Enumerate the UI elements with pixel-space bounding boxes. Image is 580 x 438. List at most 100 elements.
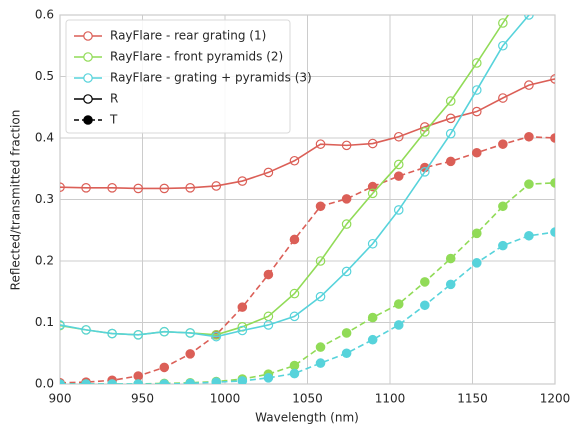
data-point bbox=[133, 329, 144, 340]
data-point bbox=[471, 106, 482, 117]
x-tick-label: 1200 bbox=[540, 392, 571, 406]
data-point bbox=[524, 179, 534, 189]
legend-label: RayFlare - rear grating (1) bbox=[110, 29, 266, 43]
y-tick-label: 0.4 bbox=[35, 131, 54, 145]
data-point bbox=[289, 368, 300, 379]
data-point bbox=[107, 328, 117, 339]
data-point bbox=[471, 147, 482, 158]
data-point bbox=[289, 360, 300, 371]
plot-layer bbox=[60, 15, 555, 384]
data-point bbox=[445, 113, 456, 124]
data-point bbox=[420, 277, 430, 287]
data-point bbox=[498, 40, 508, 51]
legend-marker bbox=[83, 94, 93, 104]
data-point bbox=[524, 15, 534, 20]
data-point bbox=[471, 228, 482, 239]
data-point bbox=[471, 85, 482, 95]
data-point bbox=[341, 140, 352, 151]
data-point bbox=[185, 378, 195, 384]
x-tick-label: 900 bbox=[49, 392, 72, 406]
data-point bbox=[550, 178, 555, 188]
x-tick-label: 1050 bbox=[292, 392, 323, 406]
y-tick-label: 0.3 bbox=[35, 192, 54, 206]
x-tick-label: 1100 bbox=[375, 392, 406, 406]
y-tick-label: 0.6 bbox=[35, 8, 54, 22]
data-point bbox=[133, 379, 144, 384]
data-point bbox=[237, 376, 248, 384]
data-point bbox=[341, 219, 352, 229]
data-point bbox=[550, 227, 555, 237]
data-point bbox=[393, 320, 404, 330]
legend-label: T bbox=[109, 113, 118, 127]
data-point bbox=[133, 183, 144, 194]
data-point bbox=[315, 139, 326, 149]
data-point bbox=[445, 128, 456, 139]
y-tick-label: 0.2 bbox=[35, 254, 54, 268]
data-point bbox=[341, 194, 352, 204]
data-point bbox=[393, 205, 404, 215]
data-point bbox=[211, 377, 222, 384]
data-point bbox=[159, 326, 170, 337]
data-point bbox=[211, 331, 222, 342]
data-point bbox=[367, 188, 378, 199]
y-tick-label: 0.0 bbox=[35, 377, 54, 391]
data-point bbox=[263, 320, 274, 330]
series-line bbox=[60, 182, 555, 384]
data-point bbox=[367, 181, 378, 192]
data-point bbox=[550, 74, 555, 84]
legend-label: RayFlare - front pyramids (2) bbox=[110, 50, 283, 64]
data-point bbox=[289, 288, 300, 299]
data-point bbox=[445, 253, 456, 264]
data-point bbox=[471, 258, 482, 268]
y-tick-label: 0.5 bbox=[35, 69, 54, 83]
data-point bbox=[60, 182, 65, 192]
data-point bbox=[263, 167, 274, 178]
data-point bbox=[315, 256, 326, 266]
data-point bbox=[445, 96, 456, 106]
data-point bbox=[498, 18, 508, 28]
data-point bbox=[341, 348, 352, 359]
data-point bbox=[81, 325, 91, 335]
y-tick-label: 0.1 bbox=[35, 315, 54, 329]
data-point bbox=[315, 342, 326, 352]
data-point bbox=[341, 266, 352, 277]
data-point bbox=[550, 133, 555, 143]
x-tick-label: 1000 bbox=[210, 392, 241, 406]
data-point bbox=[367, 312, 378, 323]
data-point bbox=[81, 183, 91, 193]
data-point bbox=[420, 300, 430, 311]
data-point bbox=[524, 131, 534, 142]
data-point bbox=[237, 325, 248, 336]
data-point bbox=[471, 58, 482, 68]
data-point bbox=[393, 171, 404, 181]
data-point bbox=[60, 320, 65, 330]
y-axis-label: Reflected/transmitted fraction bbox=[9, 110, 23, 291]
data-point bbox=[289, 234, 300, 245]
data-point bbox=[185, 349, 195, 359]
legend-marker bbox=[83, 52, 93, 62]
data-point bbox=[393, 131, 404, 142]
plot-frame bbox=[59, 14, 556, 385]
data-point bbox=[393, 159, 404, 170]
data-point bbox=[107, 183, 117, 193]
data-point bbox=[185, 328, 195, 338]
legend-marker bbox=[83, 31, 93, 41]
data-point bbox=[498, 139, 508, 149]
data-point bbox=[524, 80, 534, 90]
data-point bbox=[498, 93, 508, 103]
data-point bbox=[498, 201, 508, 212]
data-point bbox=[159, 183, 170, 194]
data-point bbox=[263, 373, 274, 383]
data-point bbox=[133, 371, 144, 381]
x-axis-label: Wavelength (nm) bbox=[255, 411, 359, 425]
data-point bbox=[367, 238, 378, 249]
data-point bbox=[420, 127, 430, 137]
data-point bbox=[367, 334, 378, 345]
series-line bbox=[60, 231, 555, 384]
data-point bbox=[393, 299, 404, 309]
data-point bbox=[211, 181, 222, 191]
data-point bbox=[524, 230, 534, 241]
data-point bbox=[159, 362, 170, 373]
data-point bbox=[263, 269, 274, 280]
